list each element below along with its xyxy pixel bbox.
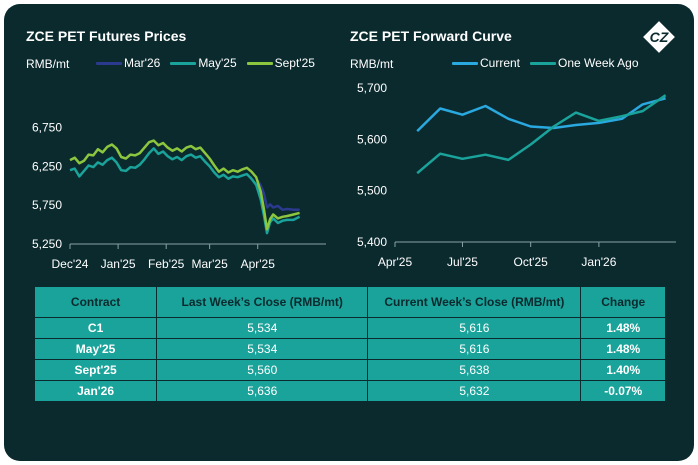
legend-swatch bbox=[452, 61, 478, 65]
cell-current-week: 5,616 bbox=[367, 338, 582, 360]
legend-swatch bbox=[530, 61, 557, 65]
company-logo: CZ bbox=[640, 18, 678, 56]
forward-y-tick-label: 5,500 bbox=[357, 184, 387, 198]
legend-label: May'25 bbox=[198, 56, 237, 70]
col-header-change: Change bbox=[580, 286, 666, 318]
forward-x-tick-label: Apr'25 bbox=[378, 255, 413, 269]
legend-label: Current bbox=[480, 56, 521, 70]
legend-item-one-week-ago: One Week Ago bbox=[530, 56, 639, 70]
cell-change: 1.40% bbox=[580, 359, 666, 381]
table-row: C1 5,534 5,616 1.48% bbox=[33, 317, 666, 339]
cell-change: 1.48% bbox=[580, 317, 666, 339]
right-chart-legend: Current One Week Ago bbox=[452, 56, 645, 70]
right-chart-unit: RMB/mt bbox=[350, 57, 394, 71]
legend-item-may25: May'25 bbox=[170, 56, 237, 70]
legend-swatch bbox=[96, 61, 122, 65]
futures-y-tick-label: 6,250 bbox=[32, 159, 62, 173]
forward-x-tick-label: Jul'25 bbox=[447, 255, 478, 269]
futures-y-tick-label: 5,750 bbox=[32, 198, 62, 212]
futures-series-line-mar-26 bbox=[256, 179, 300, 212]
legend-swatch bbox=[246, 61, 273, 65]
legend-swatch bbox=[170, 61, 197, 65]
cell-contract: May'25 bbox=[33, 338, 158, 360]
col-header-contract: Contract bbox=[33, 286, 158, 318]
col-header-current-week: Current Week’s Close (RMB/mt) bbox=[367, 286, 582, 318]
cell-change: -0.07% bbox=[580, 380, 666, 402]
cell-current-week: 5,616 bbox=[367, 317, 582, 339]
cell-last-week: 5,636 bbox=[156, 380, 369, 402]
futures-x-tick-label: Jan'25 bbox=[101, 257, 136, 271]
cell-change: 1.48% bbox=[580, 338, 666, 360]
logo-text: CZ bbox=[650, 29, 669, 45]
right-chart-title: ZCE PET Forward Curve bbox=[350, 28, 512, 44]
cell-current-week: 5,638 bbox=[367, 359, 582, 381]
table-header-row: Contract Last Week’s Close (RMB/mt) Curr… bbox=[33, 286, 666, 318]
logo-diamond bbox=[640, 18, 678, 56]
legend-label: One Week Ago bbox=[558, 56, 639, 70]
futures-x-tick-label: Mar'25 bbox=[191, 257, 228, 271]
col-header-last-week: Last Week’s Close (RMB/mt) bbox=[156, 286, 369, 318]
legend-item-sept25: Sept'25 bbox=[246, 56, 315, 70]
futures-x-tick-label: Feb'25 bbox=[148, 257, 185, 271]
cell-current-week: 5,632 bbox=[367, 380, 582, 402]
cell-last-week: 5,534 bbox=[156, 338, 369, 360]
futures-y-tick-label: 5,250 bbox=[32, 237, 62, 251]
forward-x-tick-label: Oct'25 bbox=[514, 255, 549, 269]
legend-item-current: Current bbox=[452, 56, 520, 70]
legend-item-mar26: Mar'26 bbox=[96, 56, 160, 70]
futures-x-tick-label: Dec'24 bbox=[52, 257, 89, 271]
cell-contract: C1 bbox=[33, 317, 158, 339]
cell-last-week: 5,534 bbox=[156, 317, 369, 339]
legend-label: Sept'25 bbox=[274, 56, 315, 70]
price-table: Contract Last Week’s Close (RMB/mt) Curr… bbox=[33, 286, 666, 402]
futures-x-tick-label: Apr'25 bbox=[241, 257, 276, 271]
table-row: Jan'26 5,636 5,632 -0.07% bbox=[33, 380, 666, 402]
table-row: Sept'25 5,560 5,638 1.40% bbox=[33, 359, 666, 381]
forward-series-line-one-week-ago bbox=[416, 94, 667, 175]
left-chart-title: ZCE PET Futures Prices bbox=[26, 28, 187, 44]
forward-curve-chart: 5,400 5,500 5,600 5,700 Apr'25 Jul'25 Oct'25 Ja… bbox=[357, 81, 676, 269]
forward-x-tick-label: Jan'26 bbox=[581, 255, 616, 269]
forward-y-tick-label: 5,600 bbox=[357, 132, 387, 146]
left-chart-unit: RMB/mt bbox=[26, 57, 70, 71]
left-chart-legend: Mar'26 May'25 Sept'25 bbox=[96, 56, 321, 70]
forward-y-tick-label: 5,400 bbox=[357, 235, 387, 249]
futures-y-tick-label: 6,750 bbox=[32, 120, 62, 134]
legend-label: Mar'26 bbox=[124, 56, 161, 70]
table-row: May'25 5,534 5,616 1.48% bbox=[33, 338, 666, 360]
futures-series-line-sept-25 bbox=[69, 139, 300, 231]
cell-last-week: 5,560 bbox=[156, 359, 369, 381]
cell-contract: Jan'26 bbox=[33, 380, 158, 402]
futures-prices-chart: 5,250 5,750 6,250 6,750 Dec'24 Jan'25 Feb'25 Ma… bbox=[32, 120, 326, 271]
cell-contract: Sept'25 bbox=[33, 359, 158, 381]
forward-y-tick-label: 5,700 bbox=[357, 81, 387, 95]
